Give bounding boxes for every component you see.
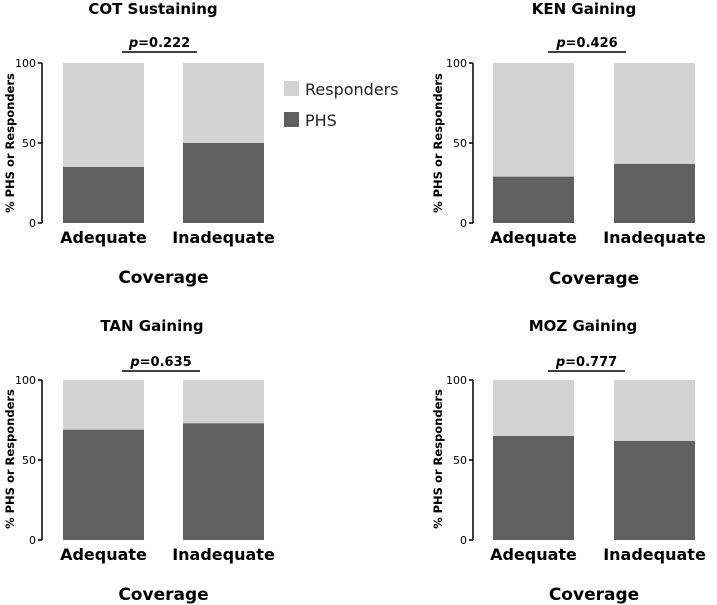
p-value-label: p=0.222 — [128, 36, 190, 51]
p-number: =0.777 — [565, 355, 617, 370]
bar-responders-inadequate — [614, 63, 695, 164]
bar-phs-adequate — [493, 436, 574, 540]
p-number: =0.426 — [566, 36, 618, 51]
y-tick-label: 50 — [22, 454, 36, 467]
x-tick-label: Adequate — [60, 545, 147, 564]
chart-title: TAN Gaining — [100, 317, 203, 335]
y-tick-label: 0 — [29, 534, 36, 547]
bar-responders-inadequate — [614, 380, 695, 441]
chart-title: MOZ Gaining — [529, 317, 638, 335]
bar-phs-inadequate — [183, 423, 264, 540]
x-axis-label: Coverage — [549, 585, 639, 605]
x-tick-label: Inadequate — [603, 545, 706, 564]
y-tick-label: 50 — [22, 137, 36, 150]
chart-panel-1: COT Sustaining Adequate Inadequate 0 50 100 p=… — [3, 0, 275, 288]
chart-title: KEN Gaining — [532, 0, 636, 18]
y-tick-label: 100 — [15, 57, 36, 70]
p-symbol: p — [128, 36, 138, 51]
chart-panel-4: MOZ Gaining Adequate Inadequate 0 50 100 p=0.7… — [431, 317, 706, 605]
x-axis-label: Coverage — [118, 585, 208, 605]
legend-swatch-phs — [284, 112, 299, 127]
y-tick-label: 0 — [460, 217, 467, 230]
chart-panel-2: KEN Gaining Adequate Inadequate 0 50 100 p=0.4… — [431, 0, 706, 289]
chart-panel-3: TAN Gaining Adequate Inadequate 0 50 100 p=0.6… — [3, 317, 275, 605]
x-tick-label: Adequate — [60, 228, 147, 247]
y-tick-label: 50 — [453, 137, 467, 150]
x-axis-label: Coverage — [549, 269, 639, 289]
y-tick-label: 100 — [15, 374, 36, 387]
legend-label-phs: PHS — [305, 111, 337, 130]
p-number: =0.635 — [140, 355, 192, 370]
y-tick-label: 0 — [460, 534, 467, 547]
x-tick-label: Inadequate — [603, 228, 706, 247]
bar-responders-inadequate — [183, 63, 264, 143]
y-tick-label: 0 — [29, 217, 36, 230]
p-value-label: p=0.777 — [555, 355, 617, 370]
y-axis-label: % PHS or Responders — [3, 389, 17, 529]
p-value-label: p=0.635 — [129, 355, 191, 370]
bar-responders-adequate — [493, 380, 574, 436]
p-symbol: p — [129, 355, 139, 370]
x-axis-label: Coverage — [118, 268, 208, 288]
x-tick-label: Adequate — [490, 228, 577, 247]
y-axis-label: % PHS or Responders — [3, 73, 17, 213]
bar-phs-inadequate — [614, 163, 695, 223]
bar-phs-adequate — [63, 167, 144, 223]
bar-phs-adequate — [493, 176, 574, 223]
y-tick-label: 100 — [446, 374, 467, 387]
y-tick-label: 100 — [446, 57, 467, 70]
y-tick-label: 50 — [453, 454, 467, 467]
bar-responders-adequate — [493, 63, 574, 177]
p-symbol: p — [555, 355, 565, 370]
bar-phs-adequate — [63, 429, 144, 540]
p-value-label: p=0.426 — [555, 36, 617, 51]
y-axis-label: % PHS or Responders — [431, 73, 445, 213]
legend-swatch-responders — [284, 81, 299, 96]
legend-label-responders: Responders — [305, 80, 399, 99]
bar-phs-inadequate — [614, 440, 695, 540]
chart-title: COT Sustaining — [88, 0, 217, 18]
x-tick-label: Inadequate — [172, 228, 275, 247]
bar-responders-adequate — [63, 380, 144, 430]
legend: Responders PHS — [284, 80, 399, 130]
bar-responders-inadequate — [183, 380, 264, 424]
y-axis-label: % PHS or Responders — [431, 389, 445, 529]
bar-phs-inadequate — [183, 143, 264, 223]
bar-responders-adequate — [63, 63, 144, 167]
x-tick-label: Inadequate — [172, 545, 275, 564]
p-symbol: p — [555, 36, 565, 51]
x-tick-label: Adequate — [490, 545, 577, 564]
p-number: =0.222 — [138, 36, 190, 51]
